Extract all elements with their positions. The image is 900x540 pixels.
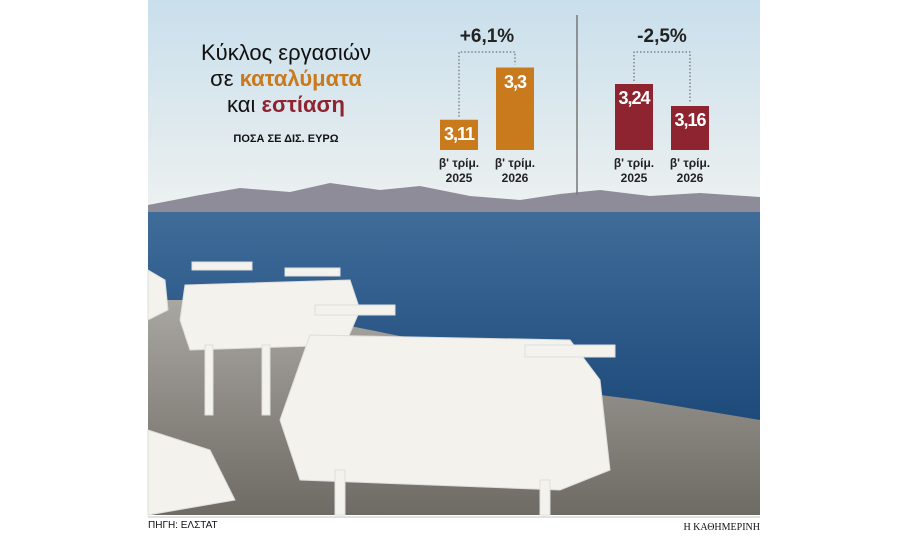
credit: Η ΚΑΘΗΜΕΡΙΝΗ xyxy=(683,522,760,533)
title-word: σε xyxy=(210,66,234,91)
bar xyxy=(615,84,653,150)
bar xyxy=(496,67,534,150)
bar xyxy=(440,119,478,150)
change-bracket xyxy=(633,51,691,103)
title-highlight: εστίαση xyxy=(261,92,345,117)
value-label: 3,24 xyxy=(618,88,650,108)
title: Κύκλος εργασιών σε καταλύματα και εστίασ… xyxy=(148,40,424,118)
change-label: -2,5% xyxy=(637,26,687,47)
tables xyxy=(147,261,616,516)
category-label: β' τρίμ. 2025 xyxy=(613,156,655,185)
category-label: β' τρίμ. 2026 xyxy=(669,156,711,185)
title-line: Κύκλος εργασιών xyxy=(200,40,371,65)
category-label: β' τρίμ. 2025 xyxy=(438,156,480,185)
change-label: +6,1% xyxy=(459,26,515,47)
category-label: β' τρίμ. 2026 xyxy=(494,156,536,185)
bar xyxy=(671,106,709,150)
value-label: 3,16 xyxy=(674,110,706,130)
mountains xyxy=(148,183,760,215)
change-bracket xyxy=(458,51,516,117)
value-label: 3,3 xyxy=(503,71,527,92)
source: ΠΗΓΗ: ΕΛΣΤΑΤ xyxy=(148,520,218,531)
value-label: 3,11 xyxy=(443,123,475,144)
sky xyxy=(148,0,760,215)
title-word: και xyxy=(227,92,256,117)
subtitle: ΠΟΣΑ ΣΕ ΔΙΣ. ΕΥΡΩ xyxy=(233,133,339,145)
title-highlight: καταλύματα xyxy=(239,66,362,91)
